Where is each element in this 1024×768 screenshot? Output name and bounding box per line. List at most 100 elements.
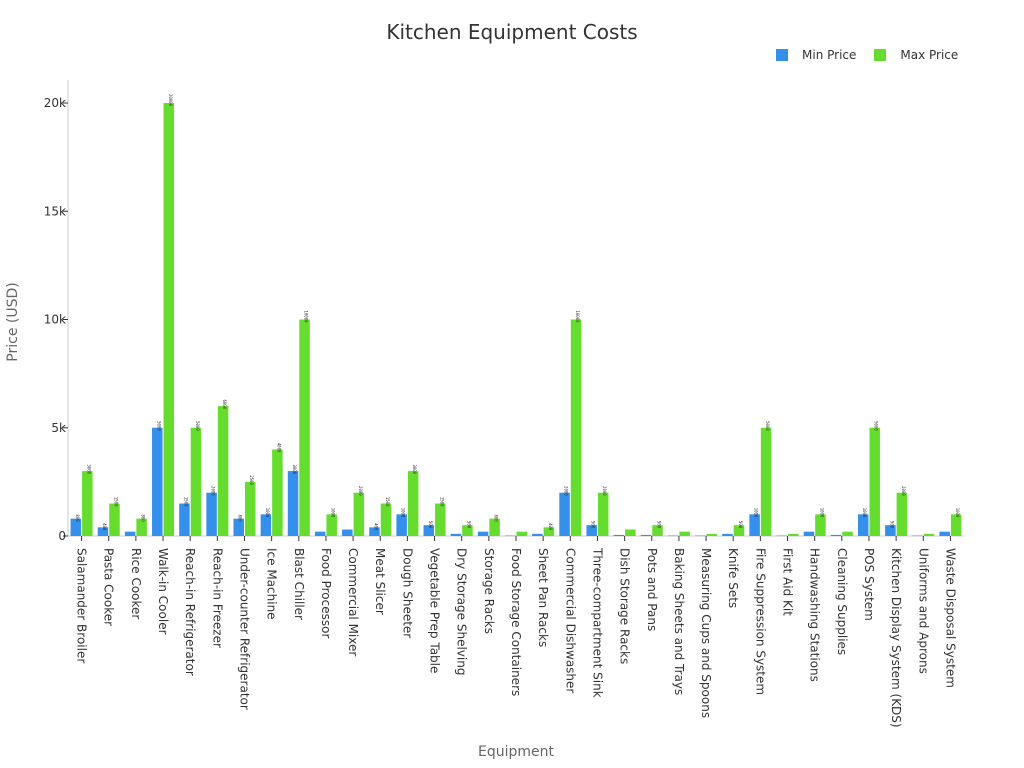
legend-swatch-max <box>874 49 887 61</box>
bar-min-price <box>640 534 652 536</box>
legend-item-min[interactable]: Min Price <box>776 48 856 62</box>
bar-min-price <box>206 492 217 536</box>
bar-min-price <box>477 531 489 536</box>
x-tick-label: Meat Slicer <box>373 548 387 615</box>
x-tick-label: POS System <box>862 548 876 621</box>
bar-min-price <box>423 525 435 536</box>
bar-max-data-label: 4000 <box>276 443 281 453</box>
bar-max-price <box>163 103 175 536</box>
bar-max-data-label: 800 <box>494 514 499 522</box>
bar-max-data-label: 1500 <box>439 497 444 507</box>
bar-min-price <box>776 535 788 537</box>
bar-max-data-label: 1000 <box>331 508 336 518</box>
x-tick-label: Handwashing Stations <box>808 548 822 682</box>
bar-max-price <box>869 427 880 536</box>
bar-min-data-label: 400 <box>373 523 378 531</box>
x-tick-label: Rice Cooker <box>129 548 143 619</box>
bar-max-data-label: 2000 <box>602 486 607 496</box>
bar-min-price <box>667 535 679 537</box>
bar-min-data-label: 500 <box>428 521 433 529</box>
bar-min-data-label: 1000 <box>265 508 270 518</box>
bar-max-price <box>679 531 690 536</box>
bar-max-price <box>516 531 527 536</box>
x-tick-label: Three-compartment Sink <box>590 547 604 698</box>
bar-min-data-label: 500 <box>889 521 894 529</box>
bar-min-price <box>152 427 163 536</box>
x-tick-label: Food Storage Containers <box>509 548 523 696</box>
y-axis-title: Price (USD) <box>5 282 21 361</box>
x-tick-label: Storage Racks <box>482 548 496 634</box>
legend-item-max[interactable]: Max Price <box>874 48 958 62</box>
y-tick-label: 5k <box>51 421 66 435</box>
bar-max-data-label: 6000 <box>222 399 227 409</box>
bar-max-data-label: 20000 <box>168 94 173 107</box>
bar-max-price <box>326 514 337 536</box>
x-tick-label: First Aid Kit <box>781 548 795 616</box>
bar-max-price <box>435 503 446 536</box>
x-tick-label: Commercial Mixer <box>346 548 360 656</box>
bar-max-price <box>109 503 120 536</box>
bar-max-data-label: 3000 <box>86 464 91 474</box>
bar-min-price <box>586 525 597 536</box>
bar-max-price <box>842 531 853 536</box>
bar-max-data-label: 5000 <box>874 421 879 431</box>
bar-max-price <box>950 514 962 536</box>
x-tick-label: Kitchen Display System (KDS) <box>889 548 903 728</box>
bar-max-price <box>788 533 799 536</box>
bar-min-price <box>559 492 570 536</box>
x-tick-label: Dough Sheeter <box>400 548 414 638</box>
bar-min-price <box>722 533 733 536</box>
bar-max-data-label: 500 <box>738 521 743 529</box>
bar-max-price <box>489 518 500 536</box>
bar-min-price <box>369 527 380 536</box>
bar-min-data-label: 800 <box>75 514 80 522</box>
bar-max-price <box>625 529 636 536</box>
bar-min-price <box>179 503 190 536</box>
bar-max-data-label: 10000 <box>304 310 309 323</box>
legend-label-max: Max Price <box>900 48 959 62</box>
bar-min-price <box>124 531 136 536</box>
x-tick-label: Uniforms and Aprons <box>916 548 930 674</box>
bar-max-data-label: 500 <box>466 521 471 529</box>
bar-max-data-label: 1000 <box>819 508 824 518</box>
bar-max-price <box>380 503 392 536</box>
x-axis-title: Equipment <box>478 744 555 760</box>
legend: Min Price Max Price <box>776 48 976 62</box>
bar-max-price <box>272 449 283 536</box>
bar-min-data-label: 1000 <box>862 508 867 518</box>
x-tick-label: Dry Storage Shelving <box>455 548 469 675</box>
y-tick-label: 10k <box>44 313 66 327</box>
x-tick-label: Fire Suppression System <box>753 548 767 695</box>
bar-max-data-label: 5000 <box>765 421 770 431</box>
bar-max-price <box>82 471 93 536</box>
bar-min-data-label: 800 <box>238 514 243 522</box>
bar-max-price <box>896 492 908 536</box>
bar-min-data-label: 500 <box>591 521 596 529</box>
bar-min-price <box>450 533 462 536</box>
x-tick-label: Salamander Broiler <box>75 548 89 663</box>
bar-max-price <box>652 525 663 536</box>
x-tick-label: Reach-in Freezer <box>210 548 224 648</box>
y-tick-label: 0 <box>58 529 66 543</box>
x-tick-label: Blast Chiller <box>292 548 306 620</box>
bar-max-price <box>190 427 202 536</box>
y-tick-label: 20k <box>44 96 66 110</box>
bar-min-price <box>532 533 543 536</box>
bar-max-price <box>760 427 772 536</box>
bar-min-price <box>749 514 760 536</box>
x-tick-label: Pasta Cooker <box>102 548 116 626</box>
bar-max-data-label: 2000 <box>358 486 363 496</box>
bar-max-price <box>543 527 555 536</box>
bar-min-price <box>830 534 842 536</box>
legend-swatch-min <box>776 49 788 61</box>
bar-max-data-label: 1500 <box>385 497 390 507</box>
x-tick-label: Under-counter Refrigerator <box>237 548 251 710</box>
bar-max-data-label: 2000 <box>901 486 906 496</box>
x-tick-label: Food Processor <box>319 548 333 638</box>
legend-label-min: Min Price <box>802 48 857 62</box>
bar-max-price <box>815 514 826 536</box>
y-tick-label: 15k <box>44 204 66 218</box>
bar-max-price <box>706 533 718 536</box>
bar-min-price <box>613 534 625 536</box>
x-tick-label: Pots and Pans <box>645 548 659 631</box>
